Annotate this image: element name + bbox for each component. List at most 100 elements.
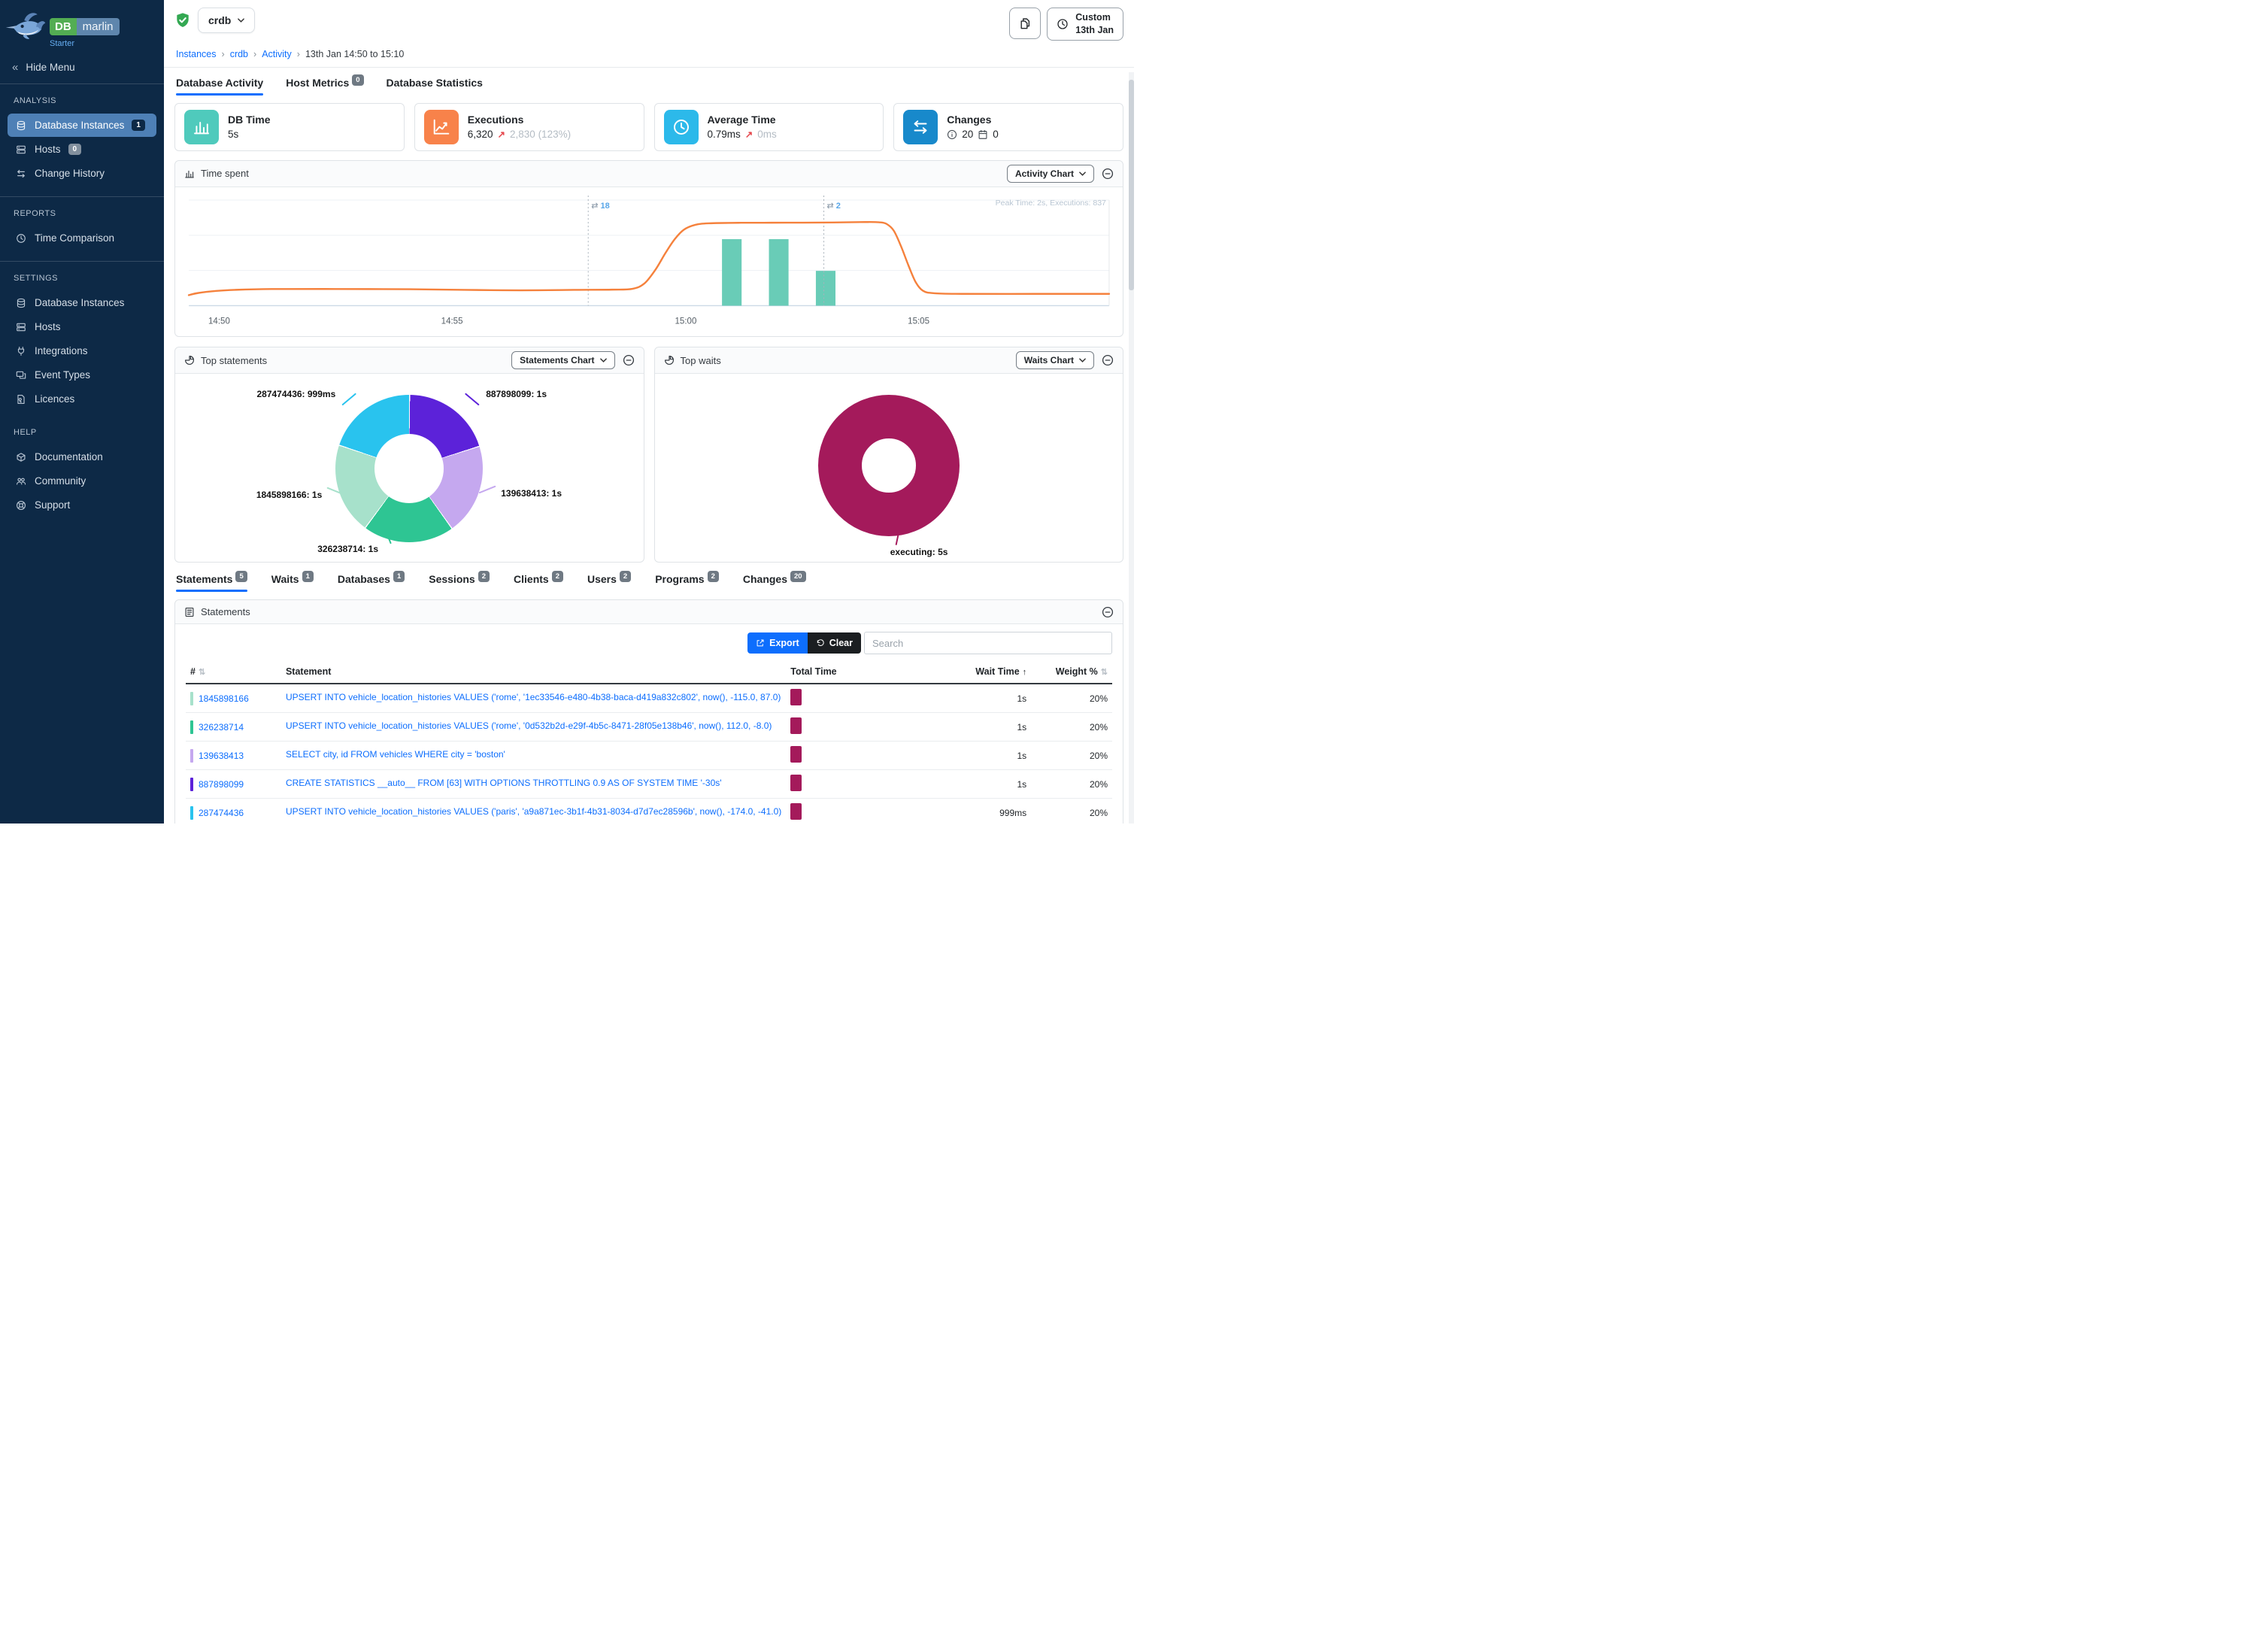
sidebar-item-support[interactable]: Support <box>8 493 156 517</box>
collapse-panel-button[interactable] <box>623 354 635 366</box>
screens-icon <box>15 370 27 381</box>
tab-database-activity[interactable]: Database Activity <box>176 77 264 96</box>
hide-menu-label: Hide Menu <box>26 62 75 73</box>
breadcrumb-separator: › <box>253 48 257 59</box>
statement-id-link[interactable]: 287474436 <box>199 807 244 818</box>
sidebar-item-event-types[interactable]: Event Types <box>8 363 156 387</box>
donut-slice-label: executing: 5s <box>890 535 948 557</box>
statement-link[interactable]: CREATE STATISTICS __auto__ FROM [63] WIT… <box>285 778 722 789</box>
sort-icon[interactable]: ↑ <box>1022 668 1027 678</box>
activity-chart-dropdown[interactable]: Activity Chart <box>1006 164 1094 183</box>
db-time-line <box>187 220 1111 296</box>
collapse-panel-button[interactable] <box>1102 168 1114 180</box>
scrollbar[interactable] <box>1129 72 1134 824</box>
card-value: 0.79ms ↗ 0ms <box>707 129 777 141</box>
tab-users[interactable]: Users 2 <box>587 571 632 592</box>
statement-link[interactable]: UPSERT INTO vehicle_location_histories V… <box>285 806 782 817</box>
healthy-shield-icon <box>174 12 191 29</box>
tab-waits[interactable]: Waits 1 <box>271 571 314 592</box>
peak-note: Peak Time: 2s, Executions: 837 <box>996 199 1106 208</box>
sidebar-item-time-comparison[interactable]: Time Comparison <box>8 226 156 250</box>
breadcrumb-link[interactable]: crdb <box>229 48 249 59</box>
sidebar-item-hosts[interactable]: Hosts 0 <box>8 138 156 161</box>
leader-line <box>341 393 356 406</box>
info-icon[interactable] <box>947 129 957 140</box>
sidebar-item-licences[interactable]: Licences <box>8 387 156 411</box>
card-db-time: DB Time 5s <box>174 102 405 151</box>
statements-chart-dropdown[interactable]: Statements Chart <box>511 351 615 370</box>
statement-color-bar <box>190 805 193 820</box>
card-title: DB Time <box>228 114 271 126</box>
pie-chart-icon <box>184 355 195 365</box>
export-button[interactable]: Export <box>747 632 808 654</box>
card-changes: Changes 20 0 <box>893 102 1123 151</box>
tab-databases[interactable]: Databases 1 <box>338 571 405 592</box>
search-input[interactable] <box>864 632 1112 655</box>
sort-icon[interactable]: ⇅ <box>1100 668 1108 678</box>
tab-programs[interactable]: Programs 2 <box>655 571 719 592</box>
copy-link-button[interactable] <box>1009 8 1042 39</box>
donut[interactable] <box>335 395 484 543</box>
collapse-panel-button[interactable] <box>1102 606 1114 618</box>
card-title: Executions <box>467 114 524 126</box>
tab-sessions[interactable]: Sessions 2 <box>429 571 490 592</box>
breadcrumb-link[interactable]: Activity <box>262 48 292 59</box>
time-spent-chart[interactable]: ⇄ 18 ⇄ 2 Peak Time: 2s, Executions: 837 14:50… <box>175 187 1123 337</box>
statement-link[interactable]: UPSERT INTO vehicle_location_histories V… <box>285 692 781 703</box>
sidebar-item-database-instances[interactable]: Database Instances 1 <box>8 114 156 137</box>
collapse-panel-button[interactable] <box>1102 354 1114 366</box>
instance-selector-button[interactable]: crdb <box>198 8 256 33</box>
clear-button[interactable]: Clear <box>807 632 861 654</box>
sidebar-item-documentation[interactable]: Documentation <box>8 445 156 469</box>
total-time-bar <box>790 689 802 706</box>
table-row: 326238714 UPSERT INTO vehicle_location_h… <box>186 712 1112 742</box>
column-header-wait-time[interactable]: Wait Time ↑ <box>887 660 1032 685</box>
hide-menu-button[interactable]: « Hide Menu <box>0 51 164 84</box>
card-title: Changes <box>947 114 992 126</box>
bar-chart-icon <box>184 168 195 179</box>
statement-link[interactable]: UPSERT INTO vehicle_location_histories V… <box>285 720 772 732</box>
brand-logo[interactable]: DB marlin Starter <box>0 0 164 51</box>
tab-clients[interactable]: Clients 2 <box>514 571 563 592</box>
sidebar-section: SETTINGS Database Instances Hosts Integr… <box>0 261 164 416</box>
statement-link[interactable]: SELECT city, id FROM vehicles WHERE city… <box>285 749 505 760</box>
weight-value: 20% <box>1031 741 1112 771</box>
breadcrumb-link[interactable]: Instances <box>176 48 217 59</box>
statement-id-link[interactable]: 139638413 <box>199 750 244 761</box>
tab-statements[interactable]: Statements 5 <box>176 571 247 593</box>
column-header-weight-[interactable]: Weight % ⇅ <box>1031 660 1112 685</box>
tab-database-statistics[interactable]: Database Statistics <box>386 76 483 89</box>
sidebar-item-hosts[interactable]: Hosts <box>8 315 156 338</box>
statement-id-link[interactable]: 887898099 <box>199 778 244 790</box>
sidebar-item-community[interactable]: Community <box>8 469 156 493</box>
waits-donut-chart[interactable]: executing: 5s <box>655 374 1123 562</box>
statements-donut-chart[interactable]: 887898099: 1s 139638413: 1s 326238714: 1s 1… <box>175 374 644 562</box>
sidebar-item-change-history[interactable]: Change History <box>8 162 156 185</box>
tab-changes[interactable]: Changes 20 <box>743 571 806 592</box>
column-header-statement[interactable]: Statement <box>280 660 787 685</box>
count-badge: 2 <box>551 571 563 583</box>
column-header-id[interactable]: # ⇅ <box>186 660 281 685</box>
event-marker-label: ⇄ 18 <box>591 202 610 211</box>
x-axis-tick: 15:00 <box>675 317 697 326</box>
statement-id-link[interactable]: 326238714 <box>199 721 244 733</box>
panel-title: Top waits <box>680 354 721 366</box>
donut[interactable] <box>817 395 960 537</box>
sidebar-item-integrations[interactable]: Integrations <box>8 339 156 362</box>
sort-icon[interactable]: ⇅ <box>198 668 206 678</box>
calendar-icon[interactable] <box>978 129 988 140</box>
sidebar-item-database-instances[interactable]: Database Instances <box>8 291 156 314</box>
tab-host-metrics[interactable]: Host Metrics 0 <box>286 74 364 96</box>
card-title: Average Time <box>707 114 776 126</box>
column-header-total-time[interactable]: Total Time <box>786 660 888 685</box>
scrollbar-thumb[interactable] <box>1129 80 1134 290</box>
minus-circle-icon <box>1102 168 1114 180</box>
count-badge: 1 <box>132 120 145 131</box>
statement-id-link[interactable]: 1845898166 <box>199 693 249 704</box>
pie-chart-icon <box>664 355 675 365</box>
time-range-button[interactable]: Custom 13th Jan <box>1047 8 1123 41</box>
main-tabs: Database Activity Host Metrics 0 Database S… <box>174 68 1123 96</box>
waits-chart-dropdown[interactable]: Waits Chart <box>1015 351 1094 370</box>
sidebar: DB marlin Starter « Hide Menu ANALYSIS Da… <box>0 0 164 824</box>
weight-value: 20% <box>1031 684 1112 714</box>
